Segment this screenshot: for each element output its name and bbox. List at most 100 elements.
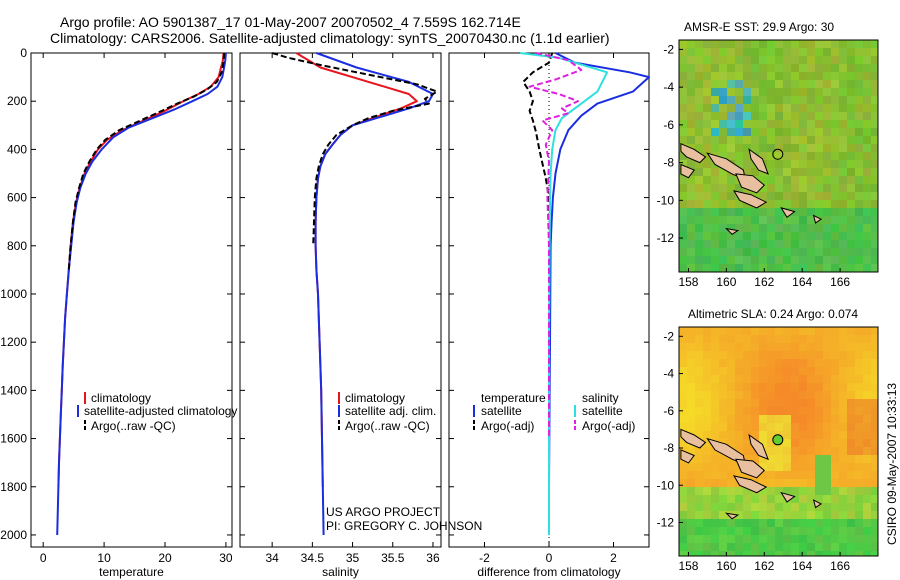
y-tick-label: -10	[657, 478, 675, 492]
x-tick-label: 30	[219, 551, 233, 565]
sst-map: 158 160 162 164 166 -2 -4 -6 -8 -10 -12	[657, 39, 879, 289]
island-outline	[732, 190, 768, 209]
title-line-2: Climatology: CARS2006. Satellite-adjuste…	[50, 30, 610, 46]
y-tick-label: 2000	[0, 528, 27, 542]
island-outline	[680, 428, 707, 449]
x-tick-label: 162	[754, 559, 774, 573]
x-tick-label: 36	[426, 551, 440, 565]
legend-label-satellite: satellite adj. clim.	[345, 404, 436, 418]
argo-position-marker	[772, 148, 784, 160]
island-outline	[780, 207, 796, 219]
sla-map: 158 160 162 164 166 -2 -4 -6 -8 -10 -12	[657, 326, 879, 573]
legend-label-sal-argo: Argo(-adj)	[582, 419, 635, 433]
series-line-temperature-satellite	[548, 52, 650, 535]
island-outline	[780, 491, 796, 503]
x-axis-label: difference from climatology	[477, 565, 620, 579]
y-tick-label: 0	[20, 46, 27, 60]
map-field	[679, 327, 878, 556]
salinity-panel: 34 34.5 35 35.5 36 salinity	[239, 52, 442, 579]
x-tick-label: 35	[346, 551, 360, 565]
y-tick-label: 600	[7, 191, 27, 205]
island-outline	[812, 499, 823, 509]
y-tick-label: -10	[657, 193, 675, 207]
salinity-legend: climatology satellite adj. clim. Argo(..…	[326, 391, 482, 533]
island-outline	[680, 142, 707, 164]
island-outline	[732, 475, 768, 494]
legend-label-argo: Argo(..raw -QC)	[345, 419, 430, 433]
x-tick-label: 166	[830, 275, 850, 289]
x-tick-label: 160	[716, 275, 736, 289]
x-tick-label: 35.5	[381, 551, 405, 565]
legend-label-climatology: climatology	[345, 391, 405, 405]
island-outline	[724, 512, 740, 520]
y-tick-label: -12	[657, 515, 675, 529]
sst-map-title: AMSR-E SST: 29.9 Argo: 30	[684, 20, 834, 34]
island-outline	[735, 173, 766, 194]
y-tick-label: -4	[663, 80, 674, 94]
island-outline	[748, 148, 769, 175]
y-tick-label: 1400	[0, 383, 27, 397]
y-tick-label: -8	[663, 156, 674, 170]
legend-label-temp-satellite: satellite	[481, 404, 522, 418]
y-tick-label: 800	[7, 239, 27, 253]
map-field	[679, 40, 878, 272]
x-axis-label: salinity	[322, 565, 359, 579]
y-tick-label: -6	[663, 404, 674, 418]
y-tick-label: -2	[663, 329, 674, 343]
island-outline	[812, 214, 823, 224]
map-frame	[678, 39, 879, 273]
map-frame	[678, 326, 879, 557]
x-tick-label: 2	[610, 551, 617, 565]
series-line-argo-raw-qc	[67, 52, 226, 270]
y-tick-label: 400	[7, 142, 27, 156]
temperature-legend: climatology satellite-adjusted climatolo…	[77, 391, 237, 433]
series-line-salinity-satellite	[519, 52, 609, 535]
y-tick-label: 1200	[0, 335, 27, 349]
island-outline	[680, 449, 695, 464]
y-tick-label: -2	[663, 42, 674, 56]
y-tick-label: -12	[657, 231, 675, 245]
x-tick-label: -2	[479, 551, 490, 565]
y-tick-label: -8	[663, 441, 674, 455]
legend-header-temperature: temperature	[481, 391, 546, 405]
plot-frame	[239, 52, 442, 548]
x-tick-label: 158	[678, 275, 698, 289]
island-outline	[724, 227, 740, 235]
island-outline	[680, 163, 695, 179]
x-tick-label: 162	[754, 275, 774, 289]
x-tick-label: 164	[792, 559, 812, 573]
series-line-satellite-adjusted-climatology	[56, 52, 227, 536]
x-tick-label: 0	[546, 551, 553, 565]
side-timestamp: CSIRO 09-May-2007 10:33:13	[885, 383, 899, 545]
x-tick-label: 160	[716, 559, 736, 573]
plot-frame	[30, 52, 233, 548]
x-tick-label: 20	[158, 551, 172, 565]
series-line-salinity-argo-adj	[528, 52, 583, 439]
y-tick-label: -4	[663, 367, 674, 381]
y-tick-label: 1600	[0, 432, 27, 446]
sla-map-title: Altimetric SLA: 0.24 Argo: 0.074	[688, 307, 858, 321]
legend-header-salinity: salinity	[582, 391, 619, 405]
y-tick-label: 1000	[0, 287, 27, 301]
island-outline	[735, 458, 766, 479]
y-tick-label: 1800	[0, 480, 27, 494]
argo-position-marker	[772, 434, 784, 446]
island-outline	[748, 433, 769, 461]
x-tick-label: 0	[40, 551, 47, 565]
y-tick-label: 200	[7, 94, 27, 108]
x-tick-label: 164	[792, 275, 812, 289]
x-tick-label: 158	[678, 559, 698, 573]
x-tick-label: 34	[265, 551, 279, 565]
project-annotation-1: US ARGO PROJECT	[326, 505, 441, 519]
x-tick-label: 10	[97, 551, 111, 565]
y-tick-label: -6	[663, 118, 674, 132]
x-axis-label: temperature	[99, 565, 164, 579]
legend-label-satellite: satellite-adjusted climatology	[84, 404, 237, 418]
series-line-argo-raw-qc	[271, 52, 438, 246]
legend-label-sal-satellite: satellite	[582, 404, 623, 418]
title-line-1: Argo profile: AO 5901387_17 01-May-2007 …	[60, 14, 521, 30]
x-tick-label: 166	[830, 559, 850, 573]
temperature-panel: 0 10 20 30 0 200 400 600 800 1000 1200 1400 1600 1800…	[0, 46, 233, 579]
